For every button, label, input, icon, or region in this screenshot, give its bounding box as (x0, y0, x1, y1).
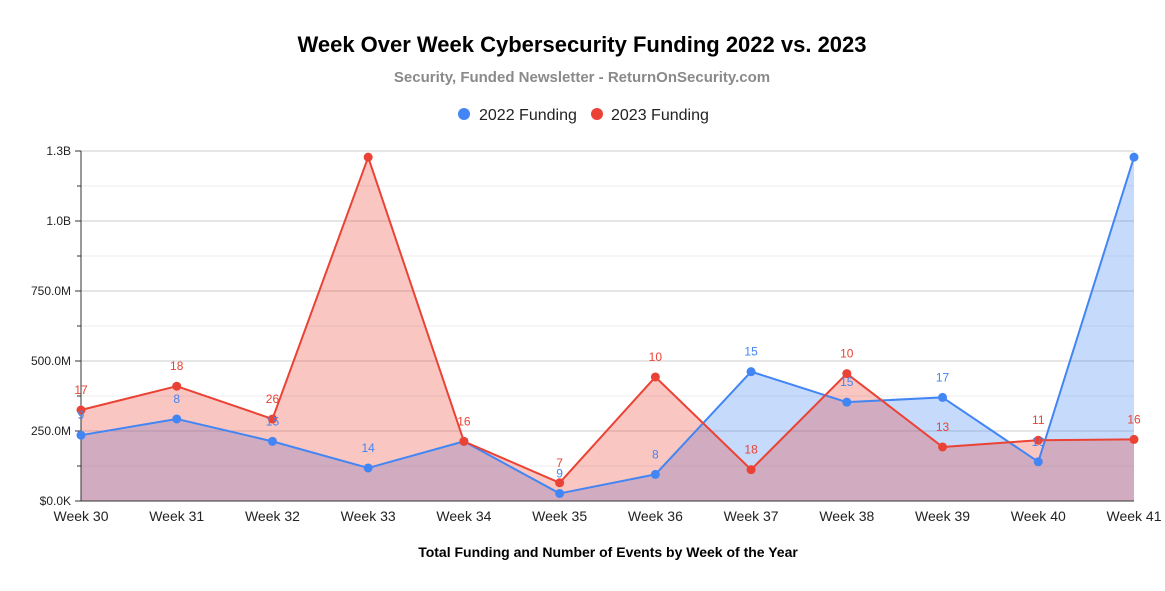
data-label-series-1: 10 (649, 350, 663, 364)
data-label-series-1: 17 (74, 383, 88, 397)
x-tick-label: Week 37 (724, 508, 779, 524)
area-series-1 (81, 157, 1134, 501)
legend: 2022 Funding 2023 Funding (458, 107, 709, 124)
y-tick-label: 750.0M (31, 284, 71, 298)
data-label-series-0: 17 (936, 370, 950, 384)
data-point-series-1 (76, 405, 86, 415)
series-areas (81, 157, 1134, 501)
data-point-series-1 (746, 465, 756, 475)
data-point-series-0 (842, 397, 852, 407)
data-point-series-1 (650, 372, 660, 382)
data-point-series-0 (76, 430, 86, 440)
data-point-series-1 (1129, 434, 1139, 444)
data-point-series-1 (459, 436, 469, 446)
data-label-series-0: 10 (1032, 435, 1046, 449)
x-tick-label: Week 30 (54, 508, 109, 524)
line-series-1 (80, 156, 1135, 484)
data-label-series-0: 8 (652, 447, 659, 461)
x-tick-label: Week 31 (149, 508, 204, 524)
data-point-series-0 (267, 436, 277, 446)
data-label-series-1: 18 (170, 359, 184, 373)
chart-title: Week Over Week Cybersecurity Funding 202… (297, 32, 866, 57)
data-point-series-0 (1033, 457, 1043, 467)
x-tick-label: Week 38 (819, 508, 874, 524)
x-tick-label: Week 41 (1107, 508, 1162, 524)
x-axis-title: Total Funding and Number of Events by We… (418, 544, 798, 560)
data-point-series-0 (938, 392, 948, 402)
legend-label-2022: 2022 Funding (479, 107, 577, 124)
area-series-0 (81, 157, 1134, 501)
data-label-series-0: 15 (840, 375, 854, 389)
data-point-series-1 (267, 414, 277, 424)
x-tick-label: Week 35 (532, 508, 587, 524)
x-tick-label: Week 39 (915, 508, 970, 524)
data-label-series-0: 9 (556, 466, 563, 480)
x-tick-label: Week 34 (436, 508, 491, 524)
data-label-series-1: 7 (556, 456, 563, 470)
series-lines (80, 156, 1135, 495)
legend-marker-2022 (458, 108, 470, 120)
data-label-series-1: 16 (457, 414, 471, 428)
legend-marker-2023 (591, 108, 603, 120)
data-label-series-1: 18 (744, 443, 758, 457)
line-series-0 (80, 156, 1135, 495)
y-tick-label: 250.0M (31, 424, 71, 438)
gridlines (81, 150, 1134, 502)
data-label-series-1: 16 (1127, 412, 1141, 426)
y-tick-label: $0.0K (40, 494, 71, 508)
data-points (76, 152, 1139, 498)
chart-subtitle: Security, Funded Newsletter - ReturnOnSe… (394, 69, 770, 86)
data-label-series-1: 26 (266, 392, 280, 406)
data-label-series-1: 13 (936, 420, 950, 434)
data-point-series-0 (746, 367, 756, 377)
data-point-series-0 (363, 463, 373, 473)
x-tick-label: Week 32 (245, 508, 300, 524)
data-point-series-0 (650, 469, 660, 479)
y-tick-label: 500.0M (31, 354, 71, 368)
x-tick-label: Week 40 (1011, 508, 1066, 524)
data-point-series-1 (1033, 435, 1043, 445)
data-label-series-1: 10 (840, 347, 854, 361)
legend-label-2023: 2023 Funding (611, 107, 709, 124)
data-point-series-0 (1129, 152, 1139, 162)
data-point-series-1 (842, 369, 852, 379)
data-point-series-1 (938, 442, 948, 452)
x-tick-label: Week 36 (628, 508, 683, 524)
data-point-series-0 (555, 488, 565, 498)
data-point-series-1 (172, 381, 182, 391)
y-tick-label: 1.0B (46, 214, 71, 228)
data-labels: 9 8 15 14 9 8 15 15 17 10 17 18 26 16 7 10 18 10 13 11 16 (74, 345, 1141, 481)
y-tick-label: 1.3B (46, 144, 71, 158)
data-label-series-1: 11 (1032, 413, 1045, 427)
data-label-series-0: 14 (362, 441, 376, 455)
x-tick-label: Week 33 (341, 508, 396, 524)
data-label-series-0: 15 (266, 414, 280, 428)
axes: $0.0K 250.0M 500.0M 750.0M 1.0B 1.3B Week 30 We… (31, 144, 1162, 524)
data-label-series-0: 8 (173, 392, 180, 406)
data-point-series-1 (363, 152, 373, 162)
data-label-series-0: 9 (78, 408, 85, 422)
data-label-series-0: 15 (744, 345, 758, 359)
data-point-series-1 (555, 478, 565, 488)
data-point-series-0 (172, 414, 182, 424)
